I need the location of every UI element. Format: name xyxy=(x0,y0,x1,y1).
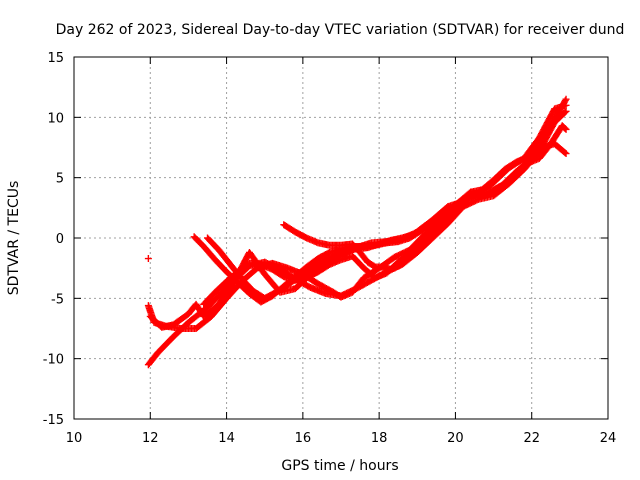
data-point xyxy=(561,149,569,157)
data-points xyxy=(144,95,570,369)
data-point xyxy=(417,241,425,249)
y-tick-label: -10 xyxy=(43,353,64,368)
x-axis-title: GPS time / hours xyxy=(281,458,398,474)
data-point xyxy=(144,255,152,263)
data-point xyxy=(561,124,569,132)
series-isolated-point xyxy=(144,255,152,263)
y-tick-label: 5 xyxy=(56,172,64,187)
x-tick-label: 24 xyxy=(600,431,617,446)
y-tick-label: 0 xyxy=(56,232,64,247)
y-axis-title: SDTVAR / TECUs xyxy=(6,181,22,296)
plot-frame xyxy=(73,56,609,420)
x-tick-label: 14 xyxy=(218,431,235,446)
y-tick-label: -15 xyxy=(43,413,64,428)
chart-title: Day 262 of 2023, Sidereal Day-to-day VTE… xyxy=(56,22,625,38)
x-tick-label: 10 xyxy=(66,431,83,446)
series-track-6 xyxy=(280,122,570,273)
x-tick-label: 16 xyxy=(295,431,312,446)
x-tick-label: 22 xyxy=(523,431,540,446)
series-track-7 xyxy=(200,241,425,308)
data-point xyxy=(562,125,570,133)
x-tick-label: 18 xyxy=(371,431,388,446)
data-point xyxy=(561,108,569,116)
data-point xyxy=(562,107,570,115)
y-tick-label: 10 xyxy=(47,111,64,126)
y-tick-label: -5 xyxy=(51,292,64,307)
tick-labels: 10 12 14 16 18 20 22 24 -15 -10 -5 0 5 10 15 xyxy=(43,51,617,446)
x-tick-label: 20 xyxy=(447,431,464,446)
data-point xyxy=(562,95,570,103)
data-point xyxy=(562,150,570,158)
data-point xyxy=(416,242,424,250)
data-point xyxy=(562,101,570,109)
x-tick-label: 12 xyxy=(142,431,159,446)
y-tick-label: 15 xyxy=(47,51,64,66)
